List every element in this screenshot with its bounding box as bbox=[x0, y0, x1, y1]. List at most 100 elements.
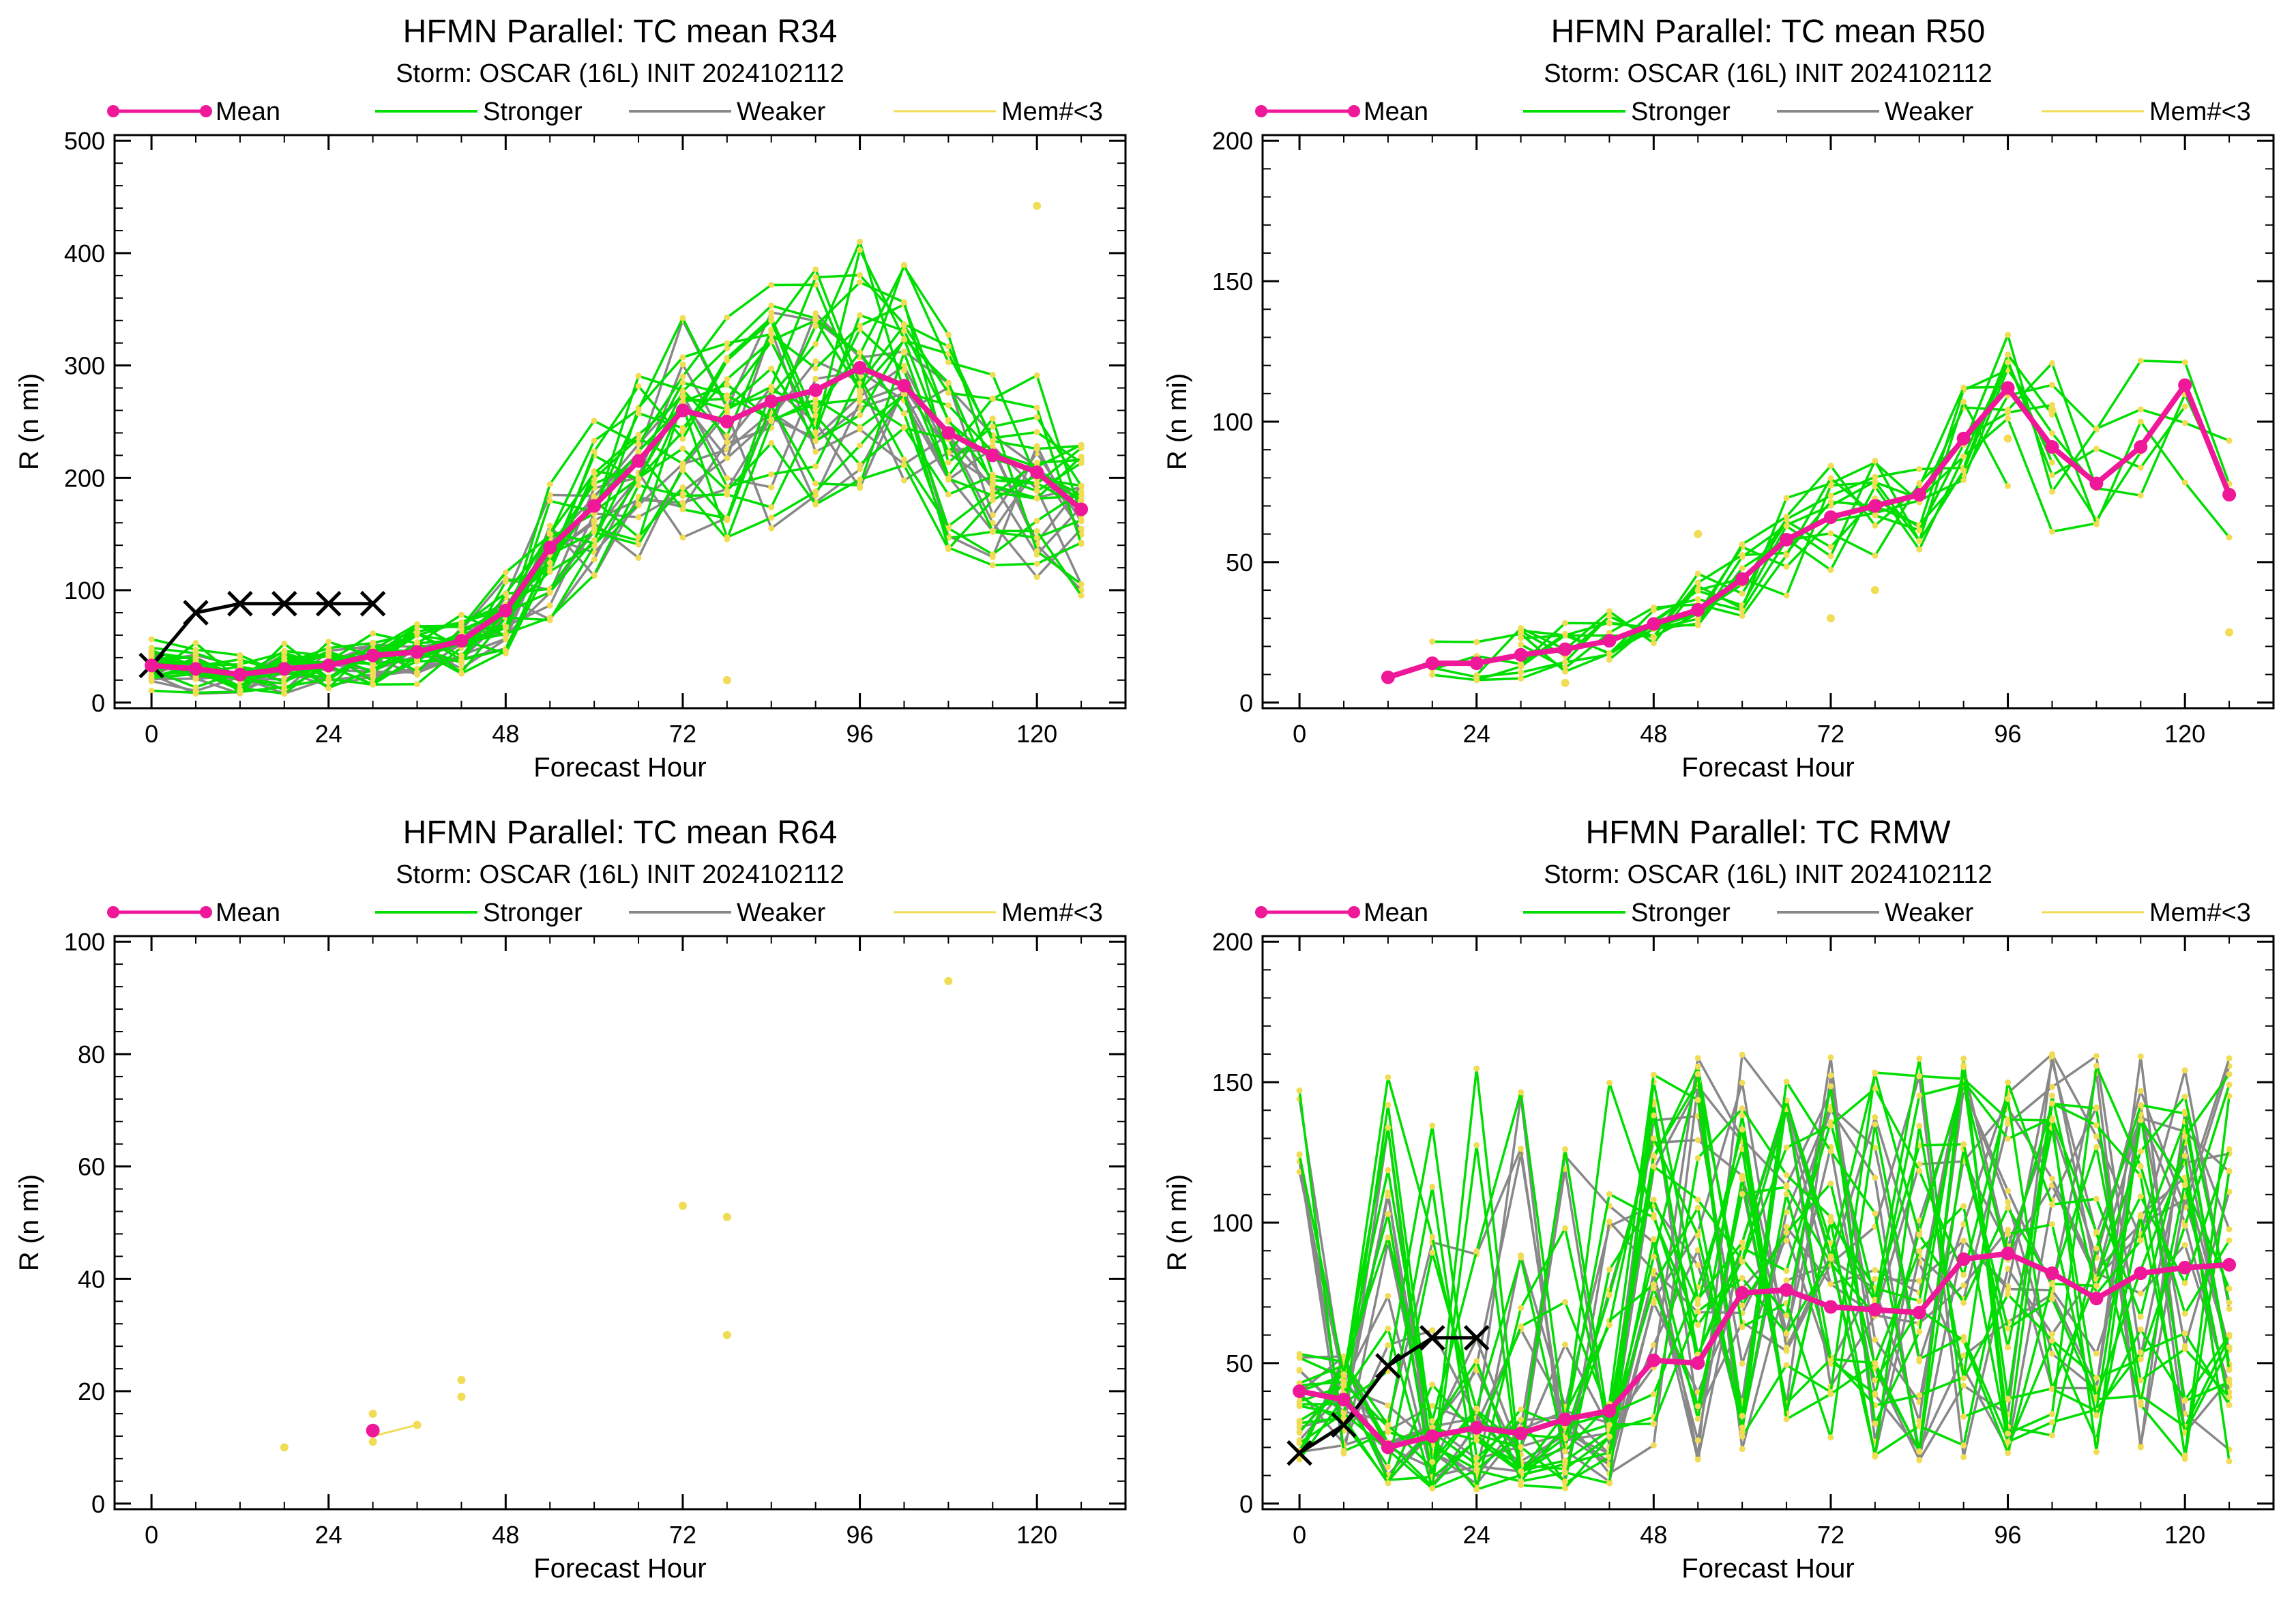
member-point bbox=[1033, 517, 1040, 524]
member-point bbox=[1606, 1266, 1613, 1273]
stronger-member-line bbox=[1520, 361, 2054, 655]
member-point bbox=[1872, 1071, 1879, 1077]
member-point bbox=[724, 475, 731, 482]
member-point bbox=[989, 437, 996, 444]
chart-svg: HFMN Parallel: TC RMW Storm: OSCAR (16L) … bbox=[1162, 815, 2275, 1584]
mean-point bbox=[188, 662, 203, 676]
member-point bbox=[591, 418, 598, 424]
member-point bbox=[281, 680, 288, 687]
legend-item-mean: Mean bbox=[1255, 98, 1428, 126]
member-point bbox=[1562, 1341, 1569, 1348]
member-point bbox=[989, 473, 996, 480]
mean-point bbox=[1912, 1305, 1926, 1320]
stronger-member-line bbox=[1299, 1067, 2231, 1481]
member-point bbox=[1562, 1469, 1569, 1476]
member-point bbox=[2137, 1088, 2144, 1094]
chart-title: HFMN Parallel: TC mean R64 bbox=[403, 815, 838, 851]
member-point bbox=[1827, 492, 1834, 499]
member-point bbox=[857, 461, 864, 468]
member-point bbox=[2226, 1226, 2233, 1233]
member-point bbox=[900, 390, 907, 397]
chart-svg: HFMN Parallel: TC mean R34 Storm: OSCAR (… bbox=[14, 14, 1127, 783]
legend-label-weaker: Weaker bbox=[1885, 899, 1974, 927]
member-point bbox=[2093, 1122, 2100, 1128]
legend-marker bbox=[1348, 906, 1360, 918]
legend-marker bbox=[200, 105, 212, 117]
member-point bbox=[989, 497, 996, 504]
member-point bbox=[1694, 1247, 1701, 1253]
member-point bbox=[1562, 668, 1569, 675]
member-point bbox=[1739, 1051, 1746, 1058]
mean-line bbox=[1387, 382, 2232, 680]
member-point bbox=[1739, 1424, 1746, 1431]
member-point bbox=[2048, 1330, 2055, 1337]
plot-area bbox=[1286, 1051, 2237, 1493]
member-point bbox=[1872, 1337, 1879, 1343]
member-point bbox=[2005, 351, 2012, 358]
member-point bbox=[945, 379, 952, 386]
member-point bbox=[724, 340, 731, 347]
member-point bbox=[1960, 1413, 1967, 1420]
y-tick-label: 200 bbox=[64, 464, 105, 492]
member-point bbox=[1650, 1421, 1657, 1427]
member-point bbox=[1739, 590, 1746, 597]
member-point bbox=[1827, 475, 1834, 482]
legend-label-weaker: Weaker bbox=[1885, 98, 1974, 126]
member-point bbox=[502, 569, 509, 576]
member-point bbox=[1916, 1298, 1923, 1305]
member-point bbox=[945, 359, 952, 366]
member-point bbox=[1827, 1083, 1834, 1090]
member-point bbox=[1033, 534, 1040, 541]
mean-point bbox=[1956, 1252, 1971, 1266]
member-point bbox=[1783, 563, 1790, 570]
member-point bbox=[2226, 1344, 2233, 1351]
observed-marker bbox=[1331, 1412, 1357, 1438]
member-point bbox=[679, 460, 686, 467]
member-point bbox=[1960, 453, 1967, 460]
mean-point bbox=[277, 662, 291, 676]
member-point bbox=[1562, 1457, 1569, 1464]
legend-item-weaker: Weaker bbox=[629, 98, 826, 126]
member-point bbox=[812, 317, 819, 324]
few-member-point bbox=[1561, 678, 1570, 687]
member-point bbox=[857, 396, 864, 403]
mean-point bbox=[1425, 1429, 1439, 1443]
member-point bbox=[2181, 1067, 2188, 1074]
member-point bbox=[2005, 1285, 2012, 1292]
legend-item-weaker: Weaker bbox=[1777, 899, 1974, 927]
mean-point bbox=[1336, 1393, 1351, 1407]
member-point bbox=[679, 534, 686, 541]
member-point bbox=[1694, 1071, 1701, 1077]
mean-point bbox=[1780, 532, 1794, 547]
mean-point bbox=[675, 403, 690, 418]
plot-frame bbox=[1261, 134, 2275, 710]
member-point bbox=[1827, 1240, 1834, 1247]
member-point bbox=[1960, 1337, 1967, 1344]
member-point bbox=[1872, 1420, 1879, 1427]
member-point bbox=[502, 630, 509, 637]
member-point bbox=[1473, 1406, 1480, 1412]
member-point bbox=[2005, 409, 2012, 416]
stronger-member-line bbox=[151, 319, 1083, 685]
member-point bbox=[281, 690, 288, 697]
member-point bbox=[1960, 1299, 1967, 1306]
member-point bbox=[1739, 1360, 1746, 1367]
member-point bbox=[635, 482, 642, 489]
member-point bbox=[2181, 1174, 2188, 1181]
y-axis-label: R (n mi) bbox=[1162, 1174, 1192, 1271]
legend-marker bbox=[1255, 105, 1267, 117]
member-point bbox=[2048, 1100, 2055, 1107]
member-point bbox=[1606, 1079, 1613, 1086]
member-point bbox=[1033, 405, 1040, 411]
member-point bbox=[1739, 1191, 1746, 1197]
member-point bbox=[1739, 1258, 1746, 1265]
mean-point bbox=[1691, 1356, 1705, 1370]
x-tick-label: 96 bbox=[847, 720, 874, 748]
member-point bbox=[768, 365, 775, 372]
member-point bbox=[2048, 472, 2055, 479]
member-point bbox=[2005, 1291, 2012, 1298]
member-point bbox=[679, 393, 686, 400]
member-point bbox=[679, 493, 686, 499]
member-point bbox=[1385, 1429, 1392, 1436]
member-point bbox=[502, 647, 509, 654]
